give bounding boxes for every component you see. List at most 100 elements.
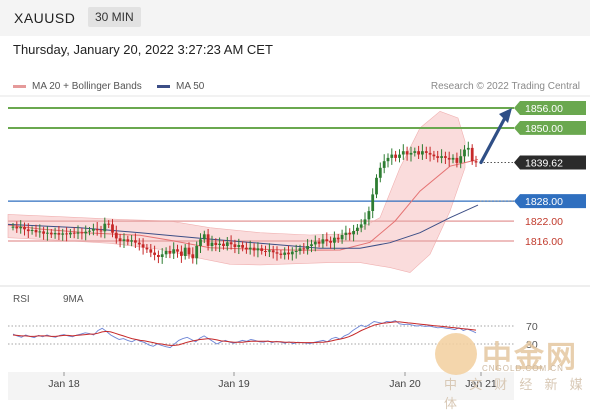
candle — [149, 244, 153, 258]
candle — [210, 235, 214, 252]
candle-body — [306, 246, 309, 250]
candle-body — [38, 231, 42, 233]
candle-body — [206, 234, 210, 246]
candle-body — [137, 242, 141, 245]
candle — [69, 229, 72, 238]
candle-body — [333, 237, 336, 243]
candle — [23, 222, 26, 236]
candle-body — [367, 211, 371, 220]
ma50-swatch — [157, 84, 170, 88]
candle — [298, 244, 302, 255]
candle-body — [126, 239, 130, 242]
candle — [363, 212, 367, 230]
candle-body — [302, 248, 306, 250]
candle — [409, 146, 413, 162]
candle — [466, 141, 470, 157]
candle-body — [222, 243, 225, 246]
candle — [11, 223, 15, 231]
candle — [455, 152, 459, 168]
candle — [302, 243, 306, 254]
candle-body — [290, 251, 294, 255]
candle — [160, 248, 164, 264]
candle-body — [294, 251, 298, 252]
candle — [417, 145, 420, 159]
candle-body — [23, 227, 26, 230]
candle — [329, 236, 332, 249]
candle — [176, 244, 179, 258]
candle — [245, 242, 248, 254]
candle-body — [424, 151, 428, 153]
ma20-swatch — [13, 84, 26, 88]
candle-body — [298, 248, 302, 251]
candle — [157, 250, 160, 264]
candle — [317, 238, 321, 248]
candle-body — [107, 223, 111, 225]
candle — [444, 151, 447, 164]
candle-body — [195, 246, 199, 259]
candle — [57, 226, 61, 240]
candle-body — [382, 161, 386, 168]
candle-body — [118, 238, 122, 241]
level-label-bg-pivot — [514, 194, 586, 209]
candle-body — [421, 151, 424, 155]
legend-ma50: MA 50 — [157, 81, 204, 92]
candle — [187, 242, 191, 259]
candle — [134, 233, 137, 248]
candle — [137, 238, 141, 251]
candle-body — [122, 239, 126, 241]
candle-body — [394, 154, 397, 158]
candle-body — [69, 232, 72, 235]
legend-rsi-ma-label: 9MA — [63, 294, 84, 305]
candle-body — [310, 244, 313, 246]
candle — [252, 243, 256, 257]
candle-body — [317, 241, 321, 244]
candle-body — [202, 234, 206, 240]
candle — [447, 151, 451, 167]
timeframe-button[interactable]: 30 MIN — [88, 7, 141, 27]
legend-ma50-label: MA 50 — [176, 81, 205, 92]
candle — [241, 241, 244, 252]
candle — [38, 224, 42, 238]
candle-body — [348, 232, 352, 235]
candle — [386, 153, 390, 168]
candle-body — [19, 227, 23, 229]
candle — [53, 227, 57, 239]
candle — [61, 228, 65, 241]
candle-body — [245, 247, 248, 250]
candle-body — [92, 229, 95, 231]
candle-body — [57, 233, 61, 235]
candle-body — [466, 147, 470, 150]
candle-body — [199, 239, 202, 246]
candle-body — [210, 242, 214, 246]
candle — [248, 240, 252, 255]
candle-body — [417, 151, 420, 155]
legend-rsi: RSI — [13, 294, 30, 305]
candle-body — [187, 247, 191, 255]
candle — [398, 149, 401, 163]
candle-body — [61, 233, 65, 235]
candle-body — [53, 233, 57, 235]
candle-body — [225, 242, 229, 246]
candle-body — [405, 151, 409, 155]
candle-body — [183, 247, 187, 256]
candle-body — [432, 154, 436, 157]
watermark-brand: 中金网 — [482, 340, 578, 375]
candle-body — [474, 161, 478, 163]
candle — [233, 239, 237, 254]
candle-body — [444, 156, 447, 158]
candle — [287, 245, 290, 260]
candle-body — [157, 255, 160, 257]
candle-body — [455, 157, 459, 163]
candle-body — [141, 244, 145, 248]
candle-body — [15, 226, 19, 229]
candle — [344, 225, 348, 241]
candle-body — [275, 252, 279, 254]
candle — [65, 227, 68, 242]
candle — [26, 223, 30, 238]
level-label-bg-resistance-1 — [514, 121, 586, 135]
candle-body — [386, 157, 390, 162]
candle — [92, 223, 95, 236]
research-credit: Research © 2022 Trading Central — [430, 81, 580, 92]
candle-body — [428, 152, 432, 155]
candle — [271, 245, 275, 259]
